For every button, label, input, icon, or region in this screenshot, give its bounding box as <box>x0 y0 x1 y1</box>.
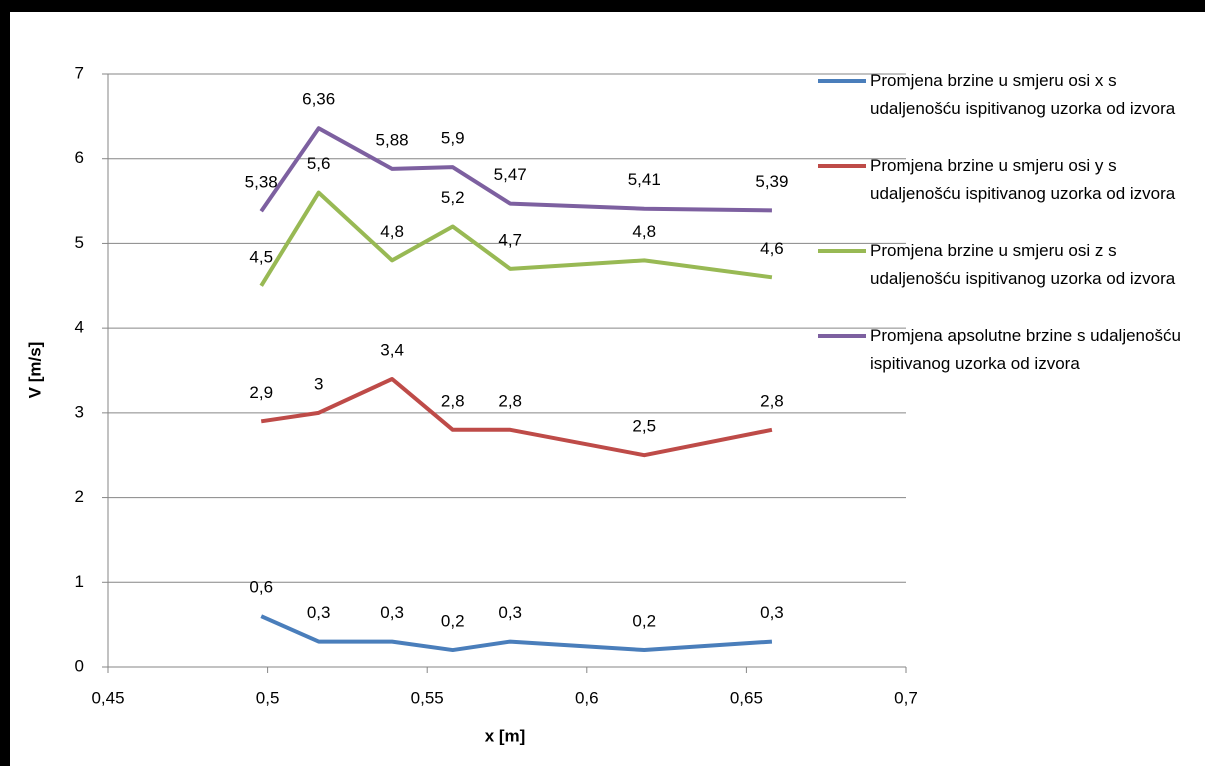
data-label: 2,9 <box>249 383 273 402</box>
data-label: 2,8 <box>498 391 522 410</box>
legend-entry: Promjena brzine u smjeru osi x s udaljen… <box>870 71 1176 118</box>
series-line <box>260 614 773 653</box>
y-tick-label: 7 <box>75 63 84 82</box>
x-tick-label: 0,6 <box>575 688 599 707</box>
data-label: 4,5 <box>249 247 273 266</box>
data-label: 3,4 <box>380 340 404 359</box>
y-tick-label: 0 <box>75 656 84 675</box>
y-axis-title: V [m/s] <box>25 342 44 399</box>
series-line <box>259 126 772 213</box>
data-label: 5,38 <box>245 173 278 192</box>
data-label: 4,8 <box>632 222 656 241</box>
chart-area <box>10 12 1205 766</box>
data-label: 5,39 <box>755 172 788 191</box>
legend-entry: Promjena apsolutne brzine s udaljenošću … <box>870 326 1181 373</box>
data-label: 2,8 <box>760 391 784 410</box>
data-label: 3 <box>314 374 323 393</box>
y-tick-label: 3 <box>75 402 84 421</box>
x-tick-label: 0,55 <box>411 688 444 707</box>
data-label: 0,3 <box>307 603 331 622</box>
y-tick-label: 2 <box>75 487 84 506</box>
data-label: 2,5 <box>632 417 656 436</box>
y-tick-label: 1 <box>75 572 84 591</box>
data-label: 5,2 <box>441 188 465 207</box>
legend-entry: Promjena brzine u smjeru osi z s udaljen… <box>870 241 1176 288</box>
y-tick-label: 5 <box>75 233 84 252</box>
data-label: 0,3 <box>498 603 522 622</box>
data-label: 2,8 <box>441 391 465 410</box>
series-line <box>259 190 773 287</box>
y-tick-label: 6 <box>75 148 84 167</box>
data-label: 5,88 <box>376 130 409 149</box>
y-tick-label: 4 <box>75 318 84 337</box>
data-label: 4,8 <box>380 222 404 241</box>
data-label: 0,3 <box>760 603 784 622</box>
x-tick-label: 0,7 <box>894 688 918 707</box>
data-label: 5,9 <box>441 129 465 148</box>
data-label: 5,41 <box>628 170 661 189</box>
data-label: 0,6 <box>249 578 273 597</box>
x-tick-label: 0,65 <box>730 688 763 707</box>
series-line <box>260 376 773 458</box>
data-label: 6,36 <box>302 90 335 109</box>
data-label: 0,2 <box>441 612 465 631</box>
data-label: 4,6 <box>760 239 784 258</box>
data-label: 0,3 <box>380 603 404 622</box>
x-axis-title: x [m] <box>485 726 526 745</box>
x-tick-label: 0,5 <box>256 688 280 707</box>
data-label: 5,47 <box>494 165 527 184</box>
data-label: 4,7 <box>498 230 522 249</box>
x-tick-label: 0,45 <box>91 688 124 707</box>
data-label: 5,6 <box>307 154 331 173</box>
legend-entry: Promjena brzine u smjeru osi y s udaljen… <box>870 156 1176 203</box>
data-label: 0,2 <box>632 612 656 631</box>
